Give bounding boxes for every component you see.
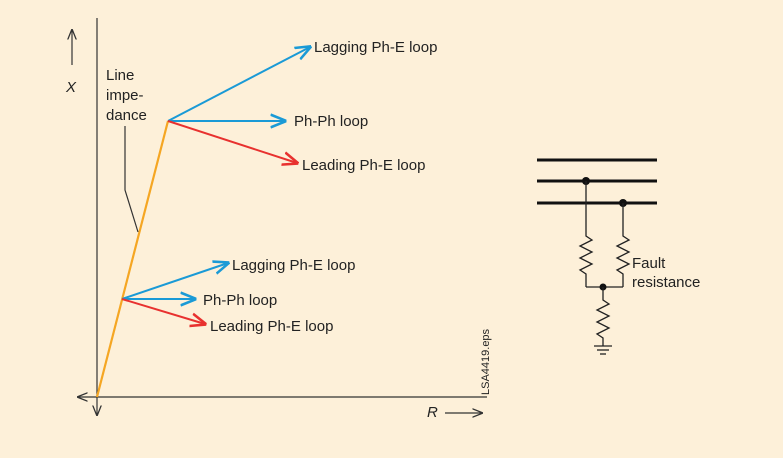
loop-label: Ph-Ph loop: [294, 113, 368, 130]
leader-line: [124, 126, 139, 233]
loop-label: Lagging Ph-E loop: [232, 257, 355, 274]
impedance-label: impe-: [106, 87, 144, 104]
loop-label: Lagging Ph-E loop: [314, 39, 437, 56]
impedance-label: Line: [106, 67, 134, 84]
impedance-label: dance: [106, 107, 147, 124]
loop-arrow: [121, 298, 205, 324]
x-label: X: [65, 79, 77, 96]
circuit: [537, 158, 657, 355]
fault-label: resistance: [632, 274, 700, 291]
impedance-line: [95, 120, 170, 398]
loop-label: Ph-Ph loop: [203, 292, 277, 309]
loop-arrow: [167, 47, 310, 122]
loop-arrow: [167, 120, 297, 163]
loop-label: Leading Ph-E loop: [210, 318, 333, 335]
file-id: LSA4419.eps: [480, 328, 492, 395]
loop-arrow: [121, 263, 228, 300]
loop-label: Leading Ph-E loop: [302, 157, 425, 174]
fault-label: Fault: [632, 255, 666, 272]
r-label: R: [427, 404, 438, 421]
